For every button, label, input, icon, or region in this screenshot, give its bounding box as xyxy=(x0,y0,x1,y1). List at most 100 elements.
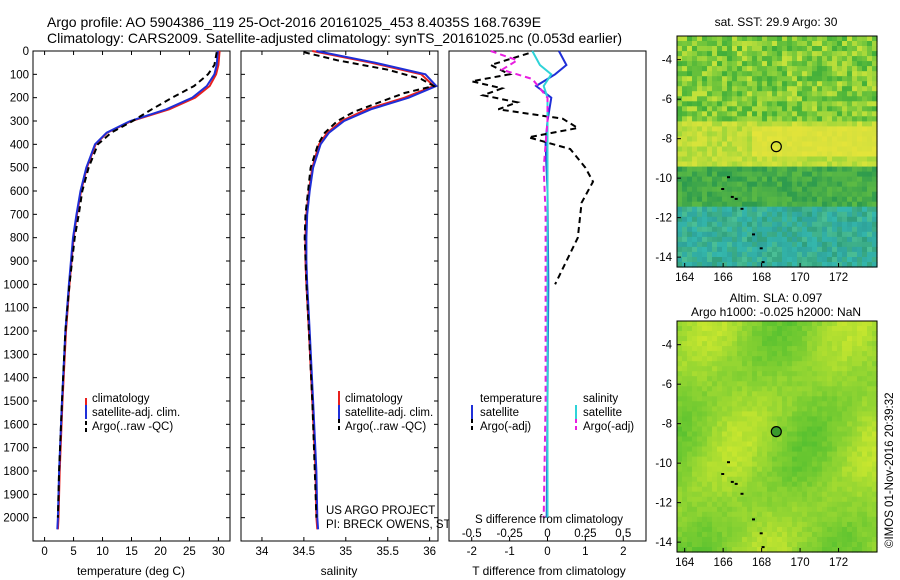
map-cell xyxy=(807,126,813,132)
map-cell xyxy=(812,547,818,553)
map-cell xyxy=(872,151,878,158)
map-cell xyxy=(687,176,693,183)
map-cell xyxy=(717,91,723,97)
map-cell xyxy=(767,501,773,508)
map-cell xyxy=(762,166,768,173)
map-cell xyxy=(872,431,878,438)
map-cell xyxy=(832,496,838,503)
map-cell xyxy=(732,547,738,553)
map-cell xyxy=(762,76,768,82)
map-cell xyxy=(677,106,683,112)
map-cell xyxy=(787,542,793,548)
map-cell xyxy=(842,381,848,387)
map-cell xyxy=(872,341,878,347)
map-cell xyxy=(782,161,788,168)
x-tick-label: -2 xyxy=(467,546,477,558)
map-cell xyxy=(692,166,698,173)
map-cell xyxy=(852,516,858,523)
map-cell xyxy=(827,511,833,518)
map-cell xyxy=(757,166,763,173)
map-cell xyxy=(752,431,758,438)
map-cell xyxy=(727,56,733,62)
map-cell xyxy=(692,186,698,193)
map-cell xyxy=(722,386,728,392)
map-cell xyxy=(782,206,788,213)
map-cell xyxy=(707,396,713,402)
map-cell xyxy=(872,426,878,433)
map-cell xyxy=(837,76,843,82)
map-cell xyxy=(857,121,863,127)
legend-label-s-argo: Argo(-adj) xyxy=(583,421,634,433)
map-cell xyxy=(682,101,688,107)
map-cell xyxy=(677,401,683,407)
map-cell xyxy=(722,516,728,523)
map-cell xyxy=(812,486,818,493)
map-cell xyxy=(812,496,818,503)
map-cell xyxy=(767,111,773,117)
map-cell xyxy=(687,236,693,243)
map-cell xyxy=(687,41,693,47)
map-cell xyxy=(837,206,843,213)
map-cell xyxy=(847,421,853,427)
map-cell xyxy=(837,461,843,468)
map-cell xyxy=(767,371,773,377)
map-cell xyxy=(857,461,863,468)
map-cell xyxy=(747,56,753,62)
map-cell xyxy=(772,456,778,463)
map-cell xyxy=(857,376,863,382)
map-cell xyxy=(862,257,868,263)
map-cell xyxy=(767,231,773,238)
map-cell xyxy=(682,206,688,213)
map-cell xyxy=(787,36,793,42)
map-cell xyxy=(807,221,813,228)
map-cell xyxy=(697,496,703,503)
map-cell xyxy=(702,496,708,503)
map-cell xyxy=(727,81,733,87)
map-cell xyxy=(817,151,823,158)
map-cell xyxy=(832,257,838,263)
map-cell xyxy=(702,396,708,402)
map-cell xyxy=(852,181,858,188)
map-cell xyxy=(867,201,873,208)
map-cell xyxy=(707,121,713,127)
map-cell xyxy=(807,436,813,443)
map-cell xyxy=(752,201,758,208)
map-cell xyxy=(842,516,848,523)
map-cell xyxy=(787,371,793,377)
map-cell xyxy=(817,351,823,357)
map-cell xyxy=(867,431,873,438)
map-cell xyxy=(707,506,713,513)
map-cell xyxy=(807,91,813,97)
map-cell xyxy=(677,211,683,218)
map-cell xyxy=(747,86,753,92)
map-cell xyxy=(842,501,848,508)
map-cell xyxy=(747,121,753,127)
map-cell xyxy=(802,466,808,473)
map-cell xyxy=(692,121,698,127)
map-cell xyxy=(692,257,698,263)
map-cell xyxy=(777,221,783,228)
map-cell xyxy=(862,76,868,82)
map-cell xyxy=(747,401,753,407)
map-cell xyxy=(717,76,723,82)
map-cell xyxy=(842,91,848,97)
map-cell xyxy=(697,131,703,137)
map-cell xyxy=(707,466,713,473)
map-cell xyxy=(712,416,718,422)
map-cell xyxy=(737,346,743,352)
map-cell xyxy=(852,436,858,443)
map-cell xyxy=(822,216,828,223)
map-cell xyxy=(782,516,788,523)
temperature-legend: climatology satellite-adj. clim. Argo(..… xyxy=(85,393,180,433)
map-cell xyxy=(832,161,838,168)
map-cell xyxy=(812,226,818,233)
map-cell xyxy=(692,531,698,538)
map-cell xyxy=(722,111,728,117)
map-cell xyxy=(712,466,718,473)
map-cell xyxy=(757,146,763,153)
y-tick-label: 500 xyxy=(10,163,29,175)
map-cell xyxy=(812,321,818,327)
map-cell xyxy=(862,526,868,533)
map-cell xyxy=(707,426,713,433)
map-cell xyxy=(702,376,708,382)
